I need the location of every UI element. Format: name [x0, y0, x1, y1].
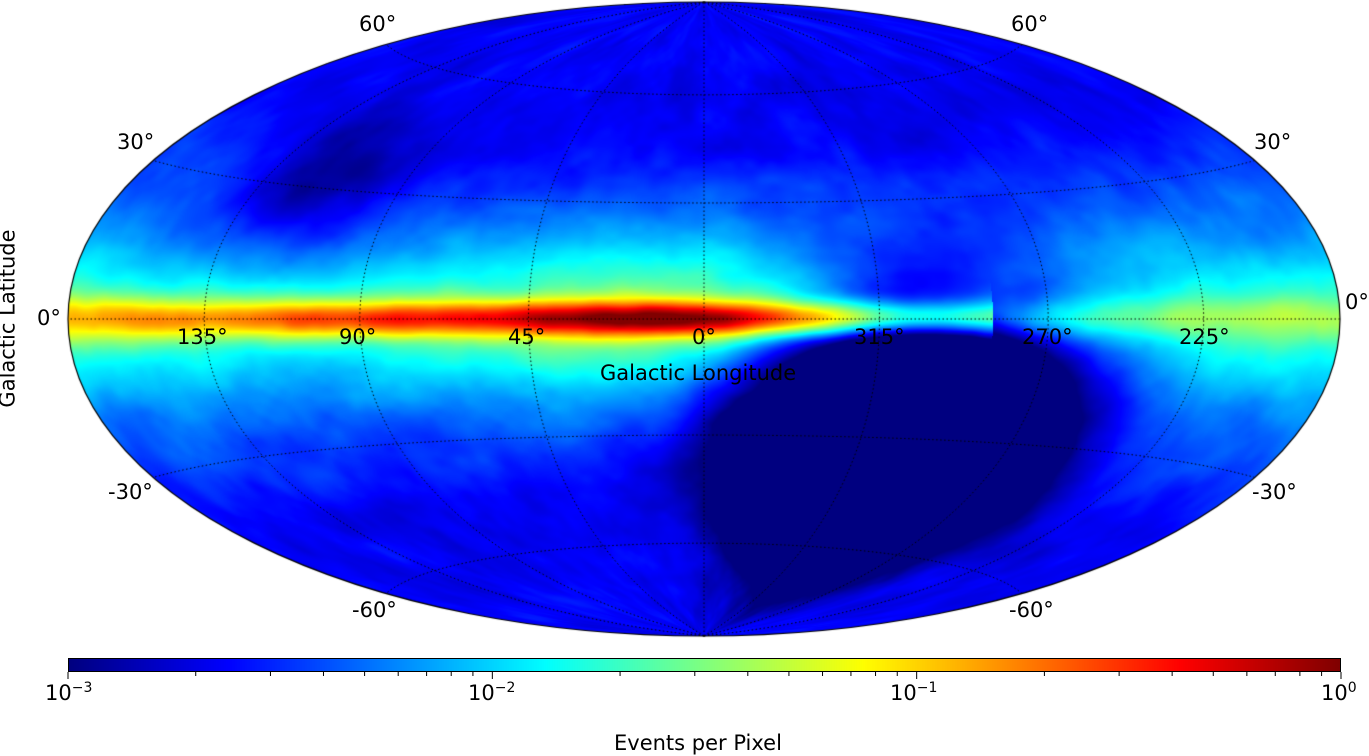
x-axis-title: Galactic Longitude	[600, 361, 797, 385]
colorbar-tick-label-1e0: 100	[1321, 680, 1357, 705]
lat-label-right-minus30: -30°	[1252, 480, 1297, 504]
lat-label-left-minus30: -30°	[108, 480, 153, 504]
lon-label-315: 315°	[854, 325, 905, 349]
y-axis-title: Galactic Latitude	[0, 229, 20, 408]
lat-label-right-30: 30°	[1254, 130, 1292, 154]
lat-label-left-60: 60°	[359, 12, 397, 36]
colorbar-ticks	[67, 672, 1342, 679]
lon-label-90: 90°	[339, 325, 377, 349]
lon-label-45: 45°	[508, 325, 546, 349]
sky-map-heatmap	[0, 0, 1369, 650]
lon-label-270: 270°	[1022, 325, 1073, 349]
colorbar-tick-label-1e-2: 10−2	[468, 680, 516, 705]
lon-label-225: 225°	[1179, 325, 1230, 349]
colorbar-frame	[68, 658, 1341, 672]
lat-label-right-60: 60°	[1011, 12, 1049, 36]
colorbar-tick-label-1e-3: 10−3	[45, 680, 93, 705]
lat-label-right-0: 0°	[1345, 290, 1369, 314]
colorbar-title: Events per Pixel	[614, 731, 782, 755]
lat-label-left-0: 0°	[37, 306, 61, 330]
lon-label-0: 0°	[692, 325, 716, 349]
colorbar	[68, 658, 1341, 672]
lat-label-left-30: 30°	[117, 130, 155, 154]
lat-label-right-minus60: -60°	[1009, 598, 1054, 622]
lon-label-135: 135°	[177, 325, 228, 349]
lat-label-left-minus60: -60°	[352, 598, 397, 622]
colorbar-tick-label-1e-1: 10−1	[890, 680, 938, 705]
